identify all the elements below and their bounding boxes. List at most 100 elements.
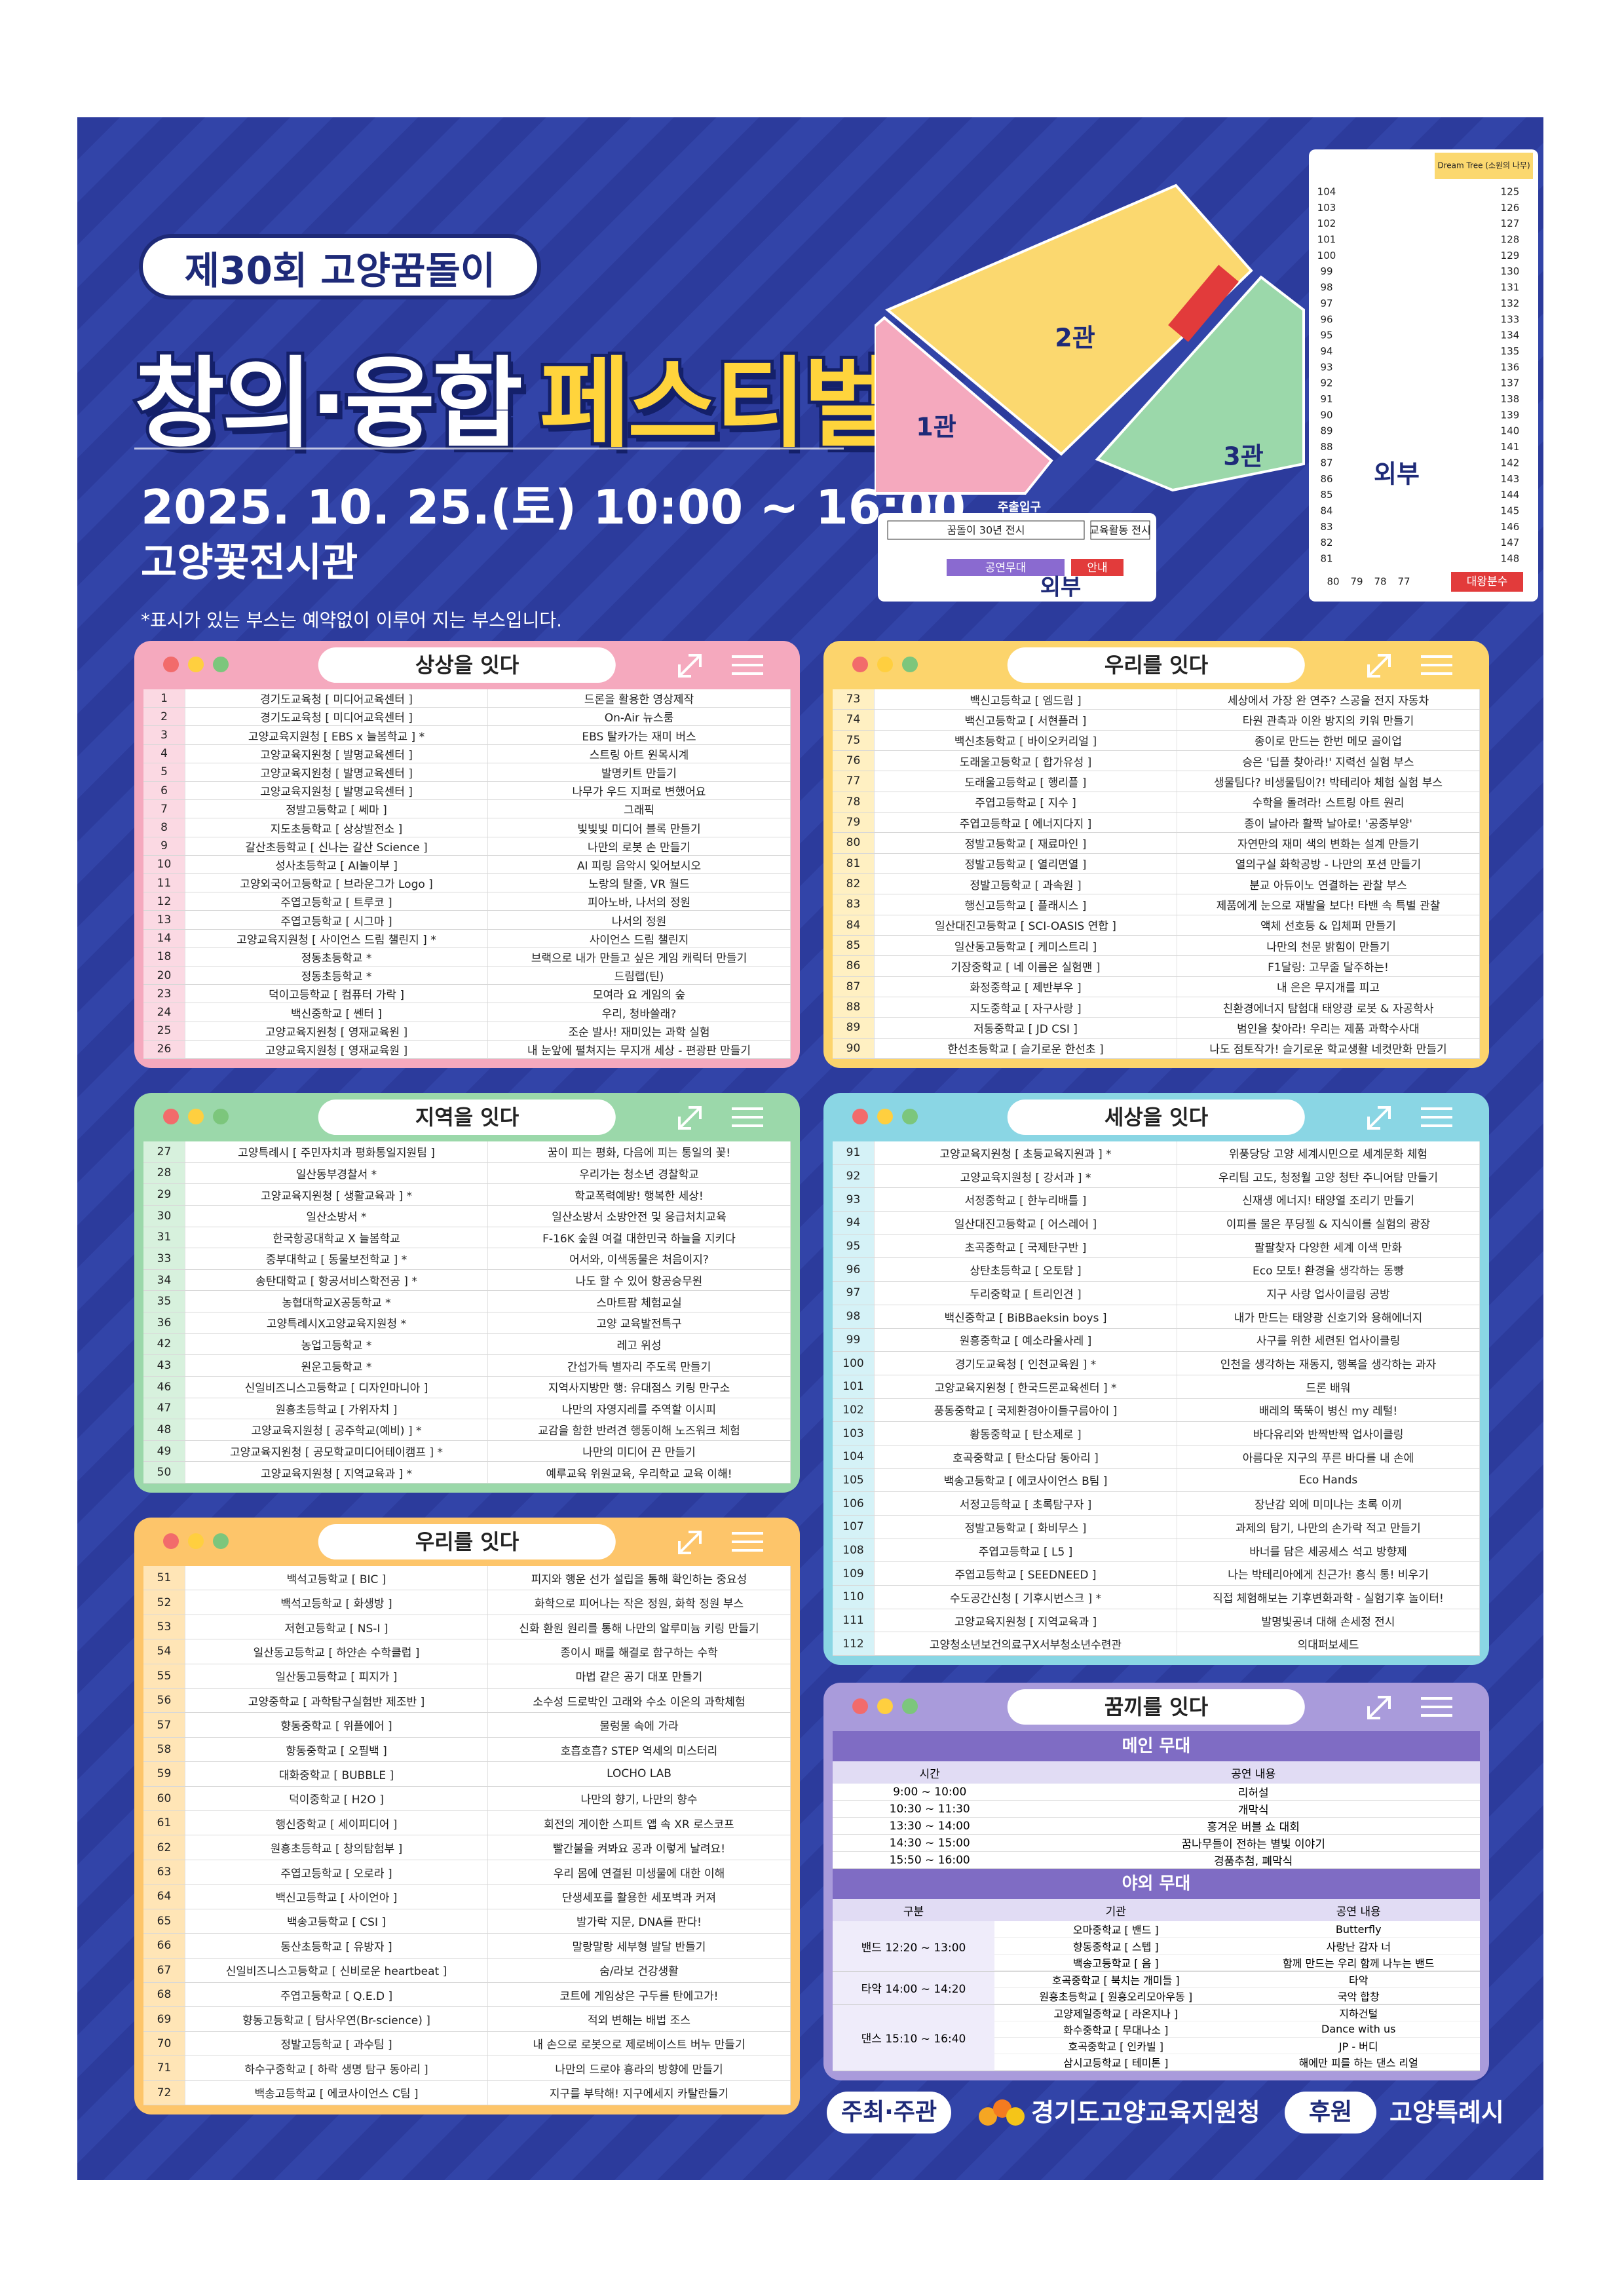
table-cell: 94 (833, 1212, 875, 1234)
table-row: 48 고양교육지원청 [ 공주학교(예비) ] * 교감을 함한 반려견 행동이해 … (143, 1419, 791, 1441)
table-row: 72 백송고등학교 [ 에코사이언스 C팀 ] 지구를 부탁해! 지구에세지 카탈란… (143, 2080, 791, 2105)
table-cell: 77 (833, 771, 875, 792)
table-cell: 내 눈앞에 펼쳐지는 무지개 세상 - 편광판 만들기 (488, 1040, 791, 1059)
table-cell: 지역사지방만 행: 유대점스 키링 만구소 (488, 1376, 791, 1398)
table-cell: 교감을 함한 반려견 행동이해 노즈워크 체험 (488, 1419, 791, 1440)
title-part: 창의·융합 (131, 344, 526, 465)
panel: 우리를 잇다 73 백신고등학교 [ 엠드림 ] 세상에서 가장 완 연주? 스공을 … (823, 641, 1489, 1068)
table-cell: 정동초등학교 * (185, 947, 488, 966)
table-cell: 82 (833, 873, 875, 894)
table-cell: 이피를 물은 푸딩젤 & 지식이를 실험의 광장 (1177, 1212, 1480, 1234)
table-cell: 도래울고등학교 [ 행리플 ] (875, 771, 1177, 792)
table-cell: 93 (833, 1188, 875, 1212)
table-cell: Butterfly (1335, 1923, 1382, 1936)
table-cell: 9 (143, 837, 185, 855)
booth-number: 85 (1320, 489, 1332, 501)
table-cell: 67 (143, 1958, 185, 1982)
booth-number: 135 (1501, 345, 1520, 357)
table-cell: 95 (833, 1234, 875, 1258)
table-cell: 동산초등학교 [ 유방자 ] (185, 1934, 488, 1958)
window-dot (902, 1698, 918, 1714)
row-group: 밴드 12:20 ~ 13:00 오마중학교 [ 밴드 ] Butterfly 향동중… (833, 1921, 1480, 1972)
booth-number: 141 (1501, 441, 1520, 453)
booth-number: 146 (1501, 521, 1520, 533)
panel-title: 상상을 잇다 (318, 647, 616, 683)
table-cell: 호곡중학교 [ 탄소다담 동아리 ] (875, 1445, 1177, 1468)
booth-number: 89 (1320, 425, 1332, 437)
table-cell: 일산대진고등학교 [ 어스레어 ] (875, 1212, 1177, 1234)
table-cell: 신일비즈니스고등학교 [ 신비로운 heartbeat ] (185, 1958, 488, 1982)
table-cell: 경기도교육청 [ 미디어교육센터 ] (185, 689, 488, 708)
table-cell: 분교 아듀이노 연결하는 관찰 부스 (1177, 873, 1480, 894)
table-cell: 57 (143, 1713, 185, 1737)
table-cell: 43 (143, 1355, 185, 1376)
table-cell: 고양교육지원청 [ 강서과 ] * (875, 1164, 1177, 1188)
table-cell: 정발고등학교 [ 재료마인 ] (875, 833, 1177, 853)
table-cell: 나무가 우드 지퍼로 변했어요 (488, 782, 791, 800)
table-row: 13 주엽고등학교 [ 시그마 ] 나서의 정원 (143, 911, 791, 930)
table-cell: 62 (143, 1835, 185, 1860)
table-cell: 생물팀다? 비생물팀이?! 박테리아 체험 실험 부스 (1177, 771, 1480, 792)
window-dot (188, 657, 204, 672)
window-dot (852, 1698, 868, 1714)
table-row: 89 저동중학교 [ JD CSI ] 범인을 찾아라! 우리는 제품 과학수사대 (833, 1018, 1480, 1039)
map-label: 꿈돌이 30년 전시 (947, 524, 1025, 537)
table-cell: 세상에서 가장 완 연주? 스공을 전지 자동차 (1177, 689, 1480, 710)
table-row: 14 고양교육지원청 [ 사이언스 드림 챌린지 ] * 사이언스 드림 챌린지 (143, 929, 791, 948)
booth-number: 84 (1320, 505, 1332, 516)
table-cell: 우리팀 고도, 청정월 고양 청탄 주니어탐 만들기 (1177, 1164, 1480, 1188)
table-cell: 제품에게 눈으로 재발을 보다! 타밴 속 특별 관찰 (1177, 894, 1480, 915)
table-cell: 나만의 로봇 손 만들기 (488, 837, 791, 855)
table-cell: 백신고등학교 [ 사이언아 ] (185, 1885, 488, 1909)
table-cell: 73 (833, 689, 875, 710)
table-row: 3 고양교육지원청 [ EBS x 늘봄학교 ] * EBS 탈카가는 재미 버스 (143, 726, 791, 745)
table-row: 81 정발고등학교 [ 열리면열 ] 열의구실 화학공방 - 나만의 포션 만들기 (833, 853, 1480, 874)
table-cell: 중부대학교 [ 동물보전학교 ] * (185, 1248, 488, 1269)
table-cell: 백석고등학교 [ BIC ] (185, 1566, 488, 1590)
map-label: 1관 (916, 413, 956, 442)
panel-header: 꿈끼를 잇다 (833, 1683, 1480, 1731)
table-cell: 일산동부경찰서 * (185, 1162, 488, 1184)
table-cell: 직접 체험해보는 기후변화과학 - 실험기후 놀이터! (1177, 1586, 1480, 1609)
panel-body: 51 백석고등학교 [ BIC ] 피지와 행운 선가 설립을 통해 확인하는 중요… (143, 1566, 791, 2105)
table-cell: 68 (143, 1982, 185, 2007)
table-row: 5 고양교육지원청 [ 발명교육센터 ] 발명키트 만들기 (143, 763, 791, 782)
booth-number: 81 (1320, 553, 1332, 565)
table-cell: 내가 만드는 태양광 신호기와 용해에너지 (1177, 1305, 1480, 1328)
table-cell: 고양교육지원청 [ 한국드론교육센터 ] * (875, 1375, 1177, 1398)
table-row: 108 주엽고등학교 [ L5 ] 바너를 담은 세공세스 석고 방향제 (833, 1539, 1480, 1563)
table-cell: 적외 변해는 배법 조스 (488, 2007, 791, 2031)
table-cell: 고양교육지원청 [ 영재교육원 ] (185, 1040, 488, 1059)
table-cell: 100 (833, 1352, 875, 1375)
table-cell: 나서의 정원 (488, 911, 791, 929)
table-cell: 72 (143, 2080, 185, 2105)
table-cell: 액체 선호등 & 입체퍼 만들기 (1177, 915, 1480, 935)
panel-icons (678, 1531, 763, 1554)
booth-number: 98 (1320, 282, 1332, 294)
table-cell: 레고 위성 (488, 1333, 791, 1355)
table-cell: 12 (143, 892, 185, 911)
table-cell: 고양제일중학교 [ 라온지나 ] (1053, 2007, 1179, 2020)
table-row: 54 일산동고등학교 [ 하얀손 수학클럽 ] 종이시 패를 해결로 함구하는 수학 (143, 1639, 791, 1664)
table-cell: 9:00 ~ 10:00 (893, 1785, 967, 1799)
table-cell: 간섭가득 별자리 주도록 만들기 (488, 1355, 791, 1376)
table-cell: 사구를 위한 세련된 업사이클링 (1177, 1328, 1480, 1352)
table-cell: 범인을 찾아라! 우리는 제품 과학수사대 (1177, 1018, 1480, 1038)
table-cell: 20 (143, 966, 185, 985)
row-group: 댄스 15:10 ~ 16:40 고양제일중학교 [ 라온지나 ] 지하건털 화수중학… (833, 2004, 1480, 2071)
note: *표시가 있는 부스는 예약없이 이루어 지는 부스입니다. (141, 609, 563, 631)
table-row: 112 고양청소년보건의료구X서부청소년수련관 의대퍼보세드 (833, 1632, 1480, 1656)
table-row: 9 갈산초등학교 [ 신나는 갈산 Science ] 나만의 로봇 손 만들기 (143, 837, 791, 856)
table-cell: 111 (833, 1609, 875, 1632)
table-cell: 피아노바, 나서의 정원 (488, 892, 791, 911)
table-cell: 백신고등학교 [ 엠드림 ] (875, 689, 1177, 710)
table-cell: F1달링: 고무줄 달주하는! (1177, 956, 1480, 976)
table-cell: 35 (143, 1291, 185, 1312)
table-cell: 호곡중학교 [ 인카빌 ] (1068, 2040, 1163, 2053)
table-cell: 풍동중학교 [ 국제환경아이들구름아이 ] (875, 1398, 1177, 1422)
table-cell: 고양교육지원청 [ 공모학교미디어테이캠프 ] * (185, 1440, 488, 1462)
table-cell: 학교폭력예방! 행복한 세상! (488, 1184, 791, 1205)
table-cell: 의대퍼보세드 (1177, 1632, 1480, 1656)
table-row: 106 서정고등학교 [ 초록탐구자 ] 장난감 외에 미미나는 초록 이끼 (833, 1492, 1480, 1516)
